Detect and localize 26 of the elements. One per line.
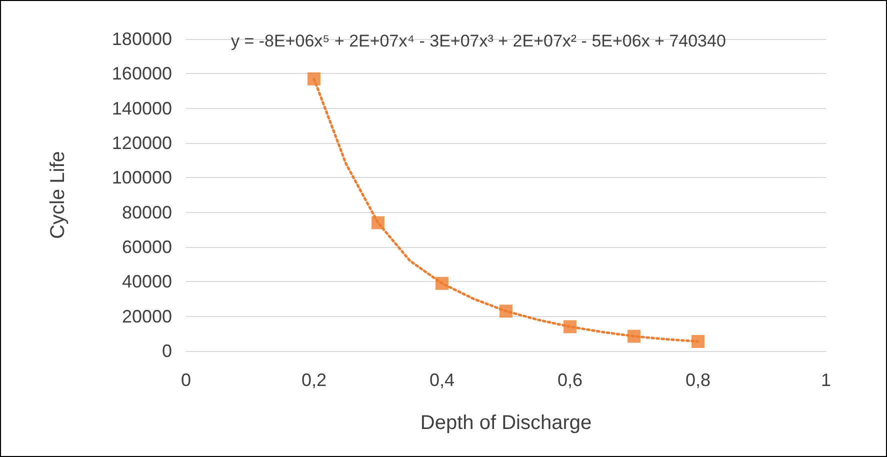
x-tick-label: 0,2 bbox=[301, 370, 327, 390]
y-tick-label: 140000 bbox=[112, 98, 172, 118]
y-tick-label: 80000 bbox=[122, 202, 172, 222]
y-tick-label: 160000 bbox=[112, 64, 172, 84]
x-tick-label: 1 bbox=[820, 370, 832, 390]
x-tick-label: 0 bbox=[180, 370, 192, 390]
y-axis-title: Cycle Life bbox=[47, 151, 69, 239]
point bbox=[628, 330, 640, 343]
x-tick-label: 0,4 bbox=[429, 370, 455, 390]
point bbox=[564, 320, 576, 334]
y-tick-label: 100000 bbox=[112, 168, 172, 188]
x-tick-label: 0,6 bbox=[557, 370, 583, 390]
x-axis-title: Depth of Discharge bbox=[420, 412, 592, 434]
y-tick-label: 40000 bbox=[122, 272, 172, 292]
x-tick-label: 0,8 bbox=[685, 370, 711, 390]
y-tick-label: 60000 bbox=[122, 237, 172, 257]
y-tick-label: 0 bbox=[162, 341, 172, 361]
y-tick-label: 180000 bbox=[112, 29, 172, 49]
point bbox=[436, 276, 448, 290]
point bbox=[500, 304, 512, 318]
y-tick-label: 120000 bbox=[112, 133, 172, 153]
y-tick-label: 20000 bbox=[122, 306, 172, 326]
point bbox=[372, 216, 384, 230]
annotation: y = -8E+06x⁵ + 2E+07x⁴ - 3E+07x³ + 2E+07x² - 5E+06x + 740340 bbox=[231, 32, 726, 50]
point bbox=[692, 334, 704, 348]
point bbox=[308, 72, 320, 86]
